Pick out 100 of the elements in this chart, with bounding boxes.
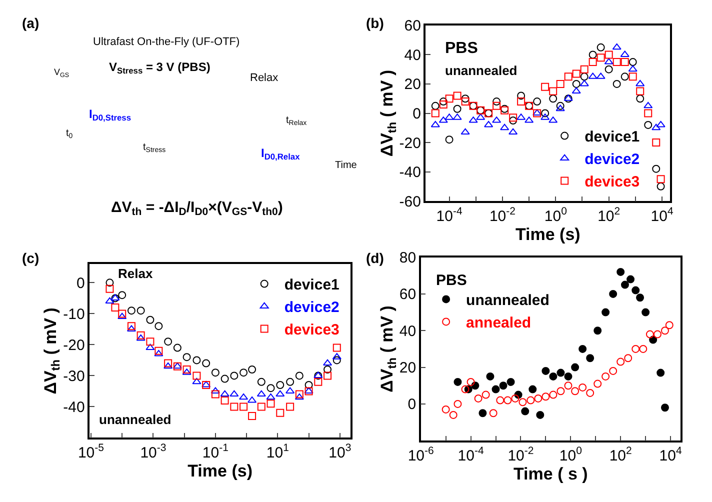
annotation: Relax (118, 266, 154, 281)
legend-label: device3 (584, 174, 640, 191)
point (164, 359, 172, 368)
annotation: unannealed (445, 63, 518, 78)
legend-label: device3 (284, 322, 340, 339)
point (324, 372, 332, 380)
point (286, 402, 294, 411)
point (652, 164, 660, 173)
x-tick-label: 10$^{3}$ (328, 442, 352, 462)
text: I$_{D0,Stress}$ (89, 107, 132, 123)
point (492, 102, 501, 110)
point (118, 291, 126, 300)
point (295, 390, 304, 398)
point (620, 58, 629, 66)
text: Time (335, 160, 358, 171)
y-tick-label: -40 (399, 164, 421, 182)
point (257, 378, 266, 386)
point (644, 102, 653, 108)
annotation: unannealed (99, 412, 172, 427)
point (304, 381, 313, 389)
point (612, 58, 621, 66)
point (136, 331, 145, 340)
point (136, 306, 145, 315)
legend-label: annealed (466, 314, 532, 332)
point (239, 393, 248, 400)
point (572, 80, 580, 88)
x-tick-label: 10$^{2}$ (598, 205, 620, 225)
point (461, 94, 470, 103)
y-tick-label: 0 (408, 396, 416, 414)
point (541, 82, 550, 91)
legend-label: unannealed (466, 292, 550, 310)
point (192, 378, 202, 384)
point (492, 98, 501, 106)
point (266, 393, 276, 400)
text: V$_{GS}$ (54, 67, 70, 79)
point (572, 87, 581, 94)
x-tick-label: 10$^{-6}$ (408, 445, 434, 464)
text: t$_{0}$ (66, 128, 73, 140)
point (564, 72, 572, 81)
point (322, 359, 332, 366)
point (230, 402, 238, 411)
point (541, 109, 550, 118)
point (604, 50, 613, 59)
point (154, 346, 163, 355)
point (556, 102, 564, 110)
point (517, 92, 526, 100)
point (500, 124, 510, 130)
point (276, 390, 285, 397)
text: (a) (22, 15, 40, 31)
point (332, 356, 341, 364)
point (127, 306, 136, 315)
point (556, 80, 564, 88)
point (484, 120, 494, 128)
x-tick-label: 10$^{4}$ (650, 205, 674, 225)
point (652, 138, 660, 147)
point (644, 120, 652, 129)
point (230, 372, 238, 380)
point (580, 80, 589, 86)
point (248, 412, 256, 420)
point (248, 366, 256, 374)
point (211, 390, 220, 398)
point (460, 128, 470, 135)
x-tick-label: 10$^{-1}$ (202, 442, 229, 462)
point (604, 65, 613, 74)
x-tick-label: 10$^{-2}$ (508, 445, 534, 464)
text: I$_{D0,Relax}$ (261, 146, 300, 162)
point (257, 402, 266, 411)
y-tick-label: 80 (399, 250, 416, 267)
point (636, 87, 644, 96)
point (549, 94, 558, 103)
x-tick-label: 10$^{-5}$ (78, 442, 104, 462)
point (314, 378, 322, 386)
point (220, 374, 229, 383)
y-tick-label: -10 (63, 306, 85, 323)
legend-label: device1 (584, 128, 640, 146)
point (588, 58, 597, 66)
y-tick-label: 40 (399, 322, 416, 340)
text: Ultrafast On-the-Fly (UF-OTF) (93, 36, 240, 48)
point (182, 353, 191, 362)
point (580, 65, 588, 74)
point (628, 72, 637, 81)
point (596, 43, 605, 52)
point (628, 58, 637, 66)
y-tick-label: 60 (399, 286, 416, 304)
y-tick-label: 60 (404, 18, 421, 35)
point (192, 356, 201, 364)
point (588, 50, 597, 59)
point (276, 408, 284, 417)
point (202, 359, 210, 368)
x-tick-label: 10$^{4}$ (659, 445, 682, 464)
x-tick-label: 10$^{-3}$ (140, 442, 166, 462)
point (324, 366, 332, 374)
chart-title: (c) (22, 250, 40, 266)
point (445, 136, 454, 144)
point (192, 372, 201, 380)
x-tick-label: 10$^{1}$ (266, 442, 290, 462)
point (556, 104, 565, 112)
point (146, 344, 155, 350)
point (533, 98, 542, 106)
point (118, 310, 126, 318)
